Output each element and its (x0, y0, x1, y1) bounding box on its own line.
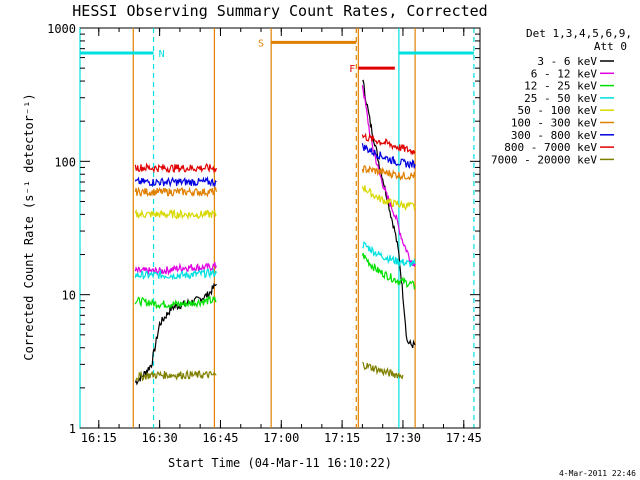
series-8-segment-0 (135, 369, 217, 382)
timestamp: 4-Mar-2011 22:46 (559, 469, 636, 478)
series-5 (134, 165, 416, 198)
flag-label-N: N (159, 49, 165, 60)
y-tick-label-1: 10 (62, 289, 76, 303)
y-axis-label: Corrected Count Rate (s⁻¹ detector⁻¹) (22, 93, 36, 360)
plot-frame (79, 27, 481, 429)
x-tick-label-4: 17:15 (324, 431, 360, 445)
legend-label-4: 50 - 100 keV (518, 104, 598, 117)
series-2-segment-1 (361, 252, 416, 291)
x-tick-label-6: 17:45 (446, 431, 482, 445)
flag-label-S: S (258, 38, 264, 49)
legend-label-0: 3 - 6 keV (537, 55, 597, 68)
series-6-segment-0 (134, 175, 217, 188)
series-5-segment-1 (361, 165, 416, 181)
flag-label-F: F (349, 64, 355, 75)
series-6-segment-1 (361, 143, 416, 170)
series-4-segment-0 (134, 208, 217, 221)
y-tick-label-3: 1000 (47, 22, 76, 36)
legend-label-8: 7000 - 20000 keV (491, 153, 597, 166)
series-7-segment-1 (361, 132, 416, 156)
legend-title-line-1: Det 1,3,4,5,6,9, (526, 27, 632, 40)
legend-label-3: 25 - 50 keV (524, 92, 597, 105)
series-6 (134, 143, 416, 188)
series-3-segment-1 (362, 240, 416, 268)
series-3 (134, 240, 416, 281)
series-3-segment-0 (134, 267, 217, 281)
series-8 (135, 361, 404, 382)
series-2 (134, 252, 416, 310)
series-8-segment-1 (362, 361, 404, 380)
y-tick-label-2: 100 (54, 155, 76, 169)
x-tick-label-2: 16:45 (202, 431, 238, 445)
x-axis-label: Start Time (04-Mar-11 16:10:22) (168, 456, 392, 470)
series-0-segment-1 (362, 79, 416, 349)
series-1-segment-0 (134, 262, 217, 276)
axes-group: 16:15 16:30 16:45 17:00 17:15 17:30 17:45 1 10 10… (47, 22, 482, 445)
vertical-markers (79, 28, 475, 428)
y-tick-label-0: 1 (69, 422, 76, 436)
chart-title: HESSI Observing Summary Count Rates, Cor… (72, 2, 487, 20)
series-2-segment-0 (134, 295, 217, 310)
plot-border (79, 27, 481, 429)
x-tick-label-5: 17:30 (385, 431, 421, 445)
series-7-segment-0 (134, 162, 217, 174)
legend-label-1: 6 - 12 keV (531, 67, 598, 80)
series-0 (134, 79, 416, 386)
series-group (134, 79, 416, 386)
series-4-segment-1 (361, 185, 416, 212)
legend-title-line-2: Att 0 (594, 40, 627, 53)
legend-label-2: 12 - 25 keV (524, 80, 597, 93)
legend-label-6: 300 - 800 keV (511, 129, 597, 142)
series-0-segment-0 (134, 282, 217, 386)
flag-bars: N S F (80, 38, 474, 75)
series-5-segment-0 (134, 186, 217, 198)
x-tick-label-3: 17:00 (263, 431, 299, 445)
legend-label-7: 800 - 7000 keV (504, 141, 597, 154)
series-7 (134, 132, 416, 174)
legend-label-5: 100 - 300 keV (511, 117, 597, 130)
series-4 (134, 185, 416, 221)
x-tick-label-0: 16:15 (81, 431, 117, 445)
x-tick-label-1: 16:30 (142, 431, 178, 445)
